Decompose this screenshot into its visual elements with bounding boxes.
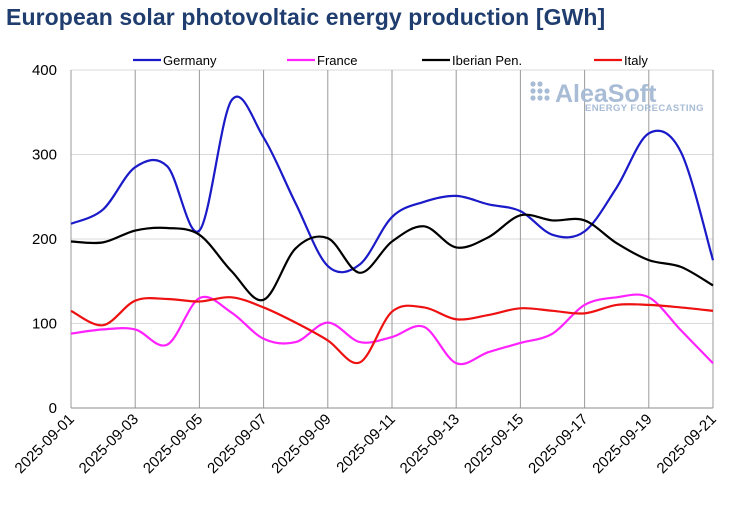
x-tick-label: 2025-09-17 — [525, 411, 591, 477]
logo-tagline: ENERGY FORECASTING — [585, 103, 704, 114]
x-tick-label: 2025-09-15 — [461, 411, 527, 477]
x-tick-label: 2025-09-05 — [140, 411, 206, 477]
series-line-germany — [70, 95, 715, 274]
x-tick-label: 2025-09-11 — [333, 411, 398, 476]
y-tick-label: 0 — [49, 400, 57, 417]
x-tick-label: 2025-09-13 — [397, 411, 463, 477]
chart-title: European solar photovoltaic energy produ… — [6, 4, 606, 30]
axes: 01002003004002025-09-012025-09-032025-09… — [12, 62, 720, 477]
y-tick-label: 100 — [32, 316, 57, 333]
x-tick-label: 2025-09-09 — [268, 411, 334, 477]
logo-dots-icon — [530, 81, 550, 101]
legend-label-germany: Germany — [163, 53, 217, 68]
logo-dot — [537, 88, 543, 94]
x-tick-label: 2025-09-01 — [12, 411, 78, 477]
series-line-france — [70, 293, 714, 366]
logo-dot — [530, 95, 536, 101]
x-tick-label: 2025-09-19 — [589, 411, 655, 477]
x-tick-label: 2025-09-03 — [76, 411, 142, 477]
legend-label-france: France — [317, 53, 357, 68]
logo-dot — [537, 81, 543, 87]
logo-name: AleaSoft — [555, 80, 657, 108]
series-lines — [70, 95, 715, 366]
logo-dot — [530, 81, 536, 87]
x-tick-label: 2025-09-21 — [654, 411, 720, 477]
series-line-iberian-pen — [70, 213, 714, 302]
series-line-italy — [70, 296, 714, 365]
legend: Germany France Iberian Pen. Italy — [133, 53, 648, 68]
x-tick-label: 2025-09-07 — [204, 411, 270, 477]
y-tick-label: 300 — [32, 147, 57, 164]
legend-label-iberian-pen: Iberian Pen. — [452, 53, 522, 68]
logo-dot — [530, 88, 536, 94]
logo-dot — [544, 95, 550, 101]
y-tick-label: 400 — [32, 62, 57, 79]
logo-dot — [544, 88, 550, 94]
legend-label-italy: Italy — [624, 53, 648, 68]
logo-dot — [537, 95, 543, 101]
watermark: AleaSoft ENERGY FORECASTING — [530, 80, 704, 114]
y-tick-label: 200 — [32, 231, 57, 248]
grid — [70, 69, 714, 409]
